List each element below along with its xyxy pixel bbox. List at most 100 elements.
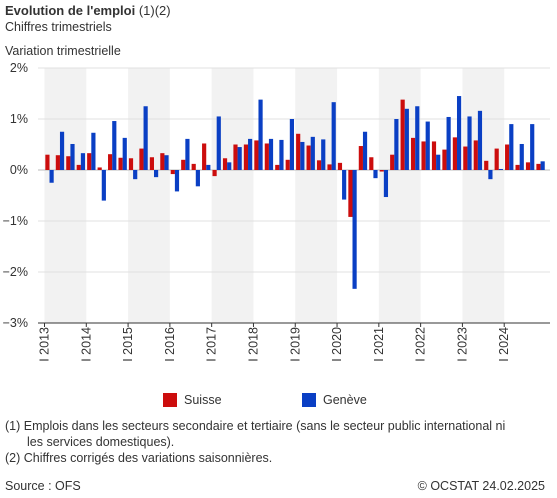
x-tick-label: I 2021 [372, 327, 386, 362]
source-note: Source : OFS [5, 479, 81, 493]
bar-suisse [254, 140, 259, 170]
bar-geneve [310, 136, 315, 170]
bar-suisse [452, 137, 457, 170]
x-tick-label: I 2020 [330, 327, 344, 362]
bar-geneve [436, 154, 441, 170]
bar-suisse [337, 162, 343, 170]
bar-geneve [185, 138, 190, 170]
bar-suisse [358, 146, 363, 170]
bar-geneve [331, 102, 336, 170]
legend-label-geneve: Genève [323, 393, 367, 407]
legend-item-suisse[interactable]: Suisse [163, 393, 222, 407]
x-tick-label: I 2017 [205, 327, 219, 362]
bar-geneve [342, 170, 347, 200]
bar-geneve [352, 170, 357, 289]
bar-suisse [369, 157, 374, 170]
legend-swatch-geneve [302, 393, 316, 407]
bar-suisse [45, 154, 50, 170]
bar-geneve [279, 139, 284, 170]
bar-geneve [59, 131, 65, 170]
y-axis-label: Variation trimestrielle [5, 44, 121, 58]
bar-suisse [411, 137, 416, 170]
x-tick-label: I 2024 [497, 327, 511, 362]
bar-geneve [248, 138, 253, 170]
bar-suisse [139, 148, 144, 170]
x-tick-label: I 2023 [455, 327, 469, 362]
bar-suisse [243, 144, 249, 170]
bar-geneve [498, 168, 503, 170]
bar-geneve [394, 119, 399, 170]
bar-geneve [206, 164, 211, 170]
bar-suisse [515, 164, 520, 170]
bar-suisse [118, 157, 123, 170]
bar-geneve [268, 138, 274, 170]
bar-suisse [285, 159, 290, 170]
bar-suisse [431, 141, 437, 170]
bar-geneve [258, 99, 263, 170]
x-tick-label: I 2018 [246, 327, 260, 362]
bar-suisse [296, 133, 301, 170]
y-tick-label: 1% [10, 112, 28, 126]
bar-suisse [264, 143, 269, 170]
bar-suisse [233, 144, 238, 170]
bar-geneve [488, 170, 493, 180]
chart-title: Evolution de l'emploi (1)(2) [5, 3, 171, 18]
bar-suisse [97, 167, 102, 170]
year-band [211, 68, 254, 323]
chart-title-main: Evolution de l'emploi [5, 3, 136, 18]
bar-suisse [202, 143, 207, 170]
bar-suisse [275, 164, 280, 170]
bar-geneve [404, 108, 409, 170]
chart-subtitle: Chiffres trimestriels [5, 20, 112, 34]
x-tick-label: I 2019 [288, 327, 302, 362]
x-tick-label: I 2022 [414, 327, 428, 362]
x-tick-label: I 2015 [121, 327, 135, 362]
bar-suisse [160, 153, 165, 170]
bar-suisse [400, 99, 405, 170]
bar-geneve [477, 110, 483, 170]
bar-suisse [390, 154, 395, 170]
bar-suisse [76, 164, 81, 170]
footnote-1-line-1: (1) Emplois dans les secteurs secondaire… [5, 419, 506, 433]
bar-suisse [149, 157, 154, 170]
y-tick-label: 0% [10, 163, 28, 177]
year-band [295, 68, 338, 323]
footnote-1-line-2: les services domestiques). [27, 435, 175, 449]
bar-geneve [133, 170, 138, 180]
footnote-2: (2) Chiffres corrigés des variations sai… [5, 451, 273, 465]
y-tick-label: −2% [3, 265, 28, 279]
bar-geneve [227, 162, 232, 170]
bar-geneve [509, 124, 514, 170]
bar-suisse [55, 155, 60, 170]
bar-suisse [66, 156, 71, 170]
x-tick-label: I 2016 [163, 327, 177, 362]
bar-suisse [379, 170, 384, 172]
bar-geneve [80, 153, 86, 170]
y-tick-label: 2% [10, 61, 28, 75]
bar-suisse [536, 163, 541, 170]
bar-suisse [421, 141, 426, 170]
bar-geneve [112, 121, 117, 170]
bar-geneve [91, 132, 96, 170]
chart-title-notes-ref: (1)(2) [135, 3, 171, 18]
footnotes: (1) Emplois dans les secteurs secondaire… [5, 418, 545, 466]
bar-geneve [289, 119, 294, 170]
bar-suisse [191, 163, 196, 170]
bar-geneve [373, 170, 378, 179]
bar-geneve [237, 147, 242, 170]
legend-item-geneve[interactable]: Genève [302, 393, 367, 407]
bar-suisse [316, 160, 322, 170]
bar-suisse [505, 144, 510, 170]
bar-suisse [108, 154, 113, 170]
bar-geneve [425, 121, 430, 170]
bar-geneve [122, 137, 127, 170]
bar-suisse [494, 148, 499, 170]
bar-geneve [195, 170, 200, 187]
y-tick-label: −3% [3, 316, 28, 330]
bar-suisse [306, 145, 311, 170]
legend-swatch-suisse [163, 393, 177, 407]
bar-geneve [143, 106, 148, 170]
bar-suisse [473, 140, 478, 170]
bar-geneve [415, 106, 420, 170]
bar-suisse [212, 170, 217, 177]
